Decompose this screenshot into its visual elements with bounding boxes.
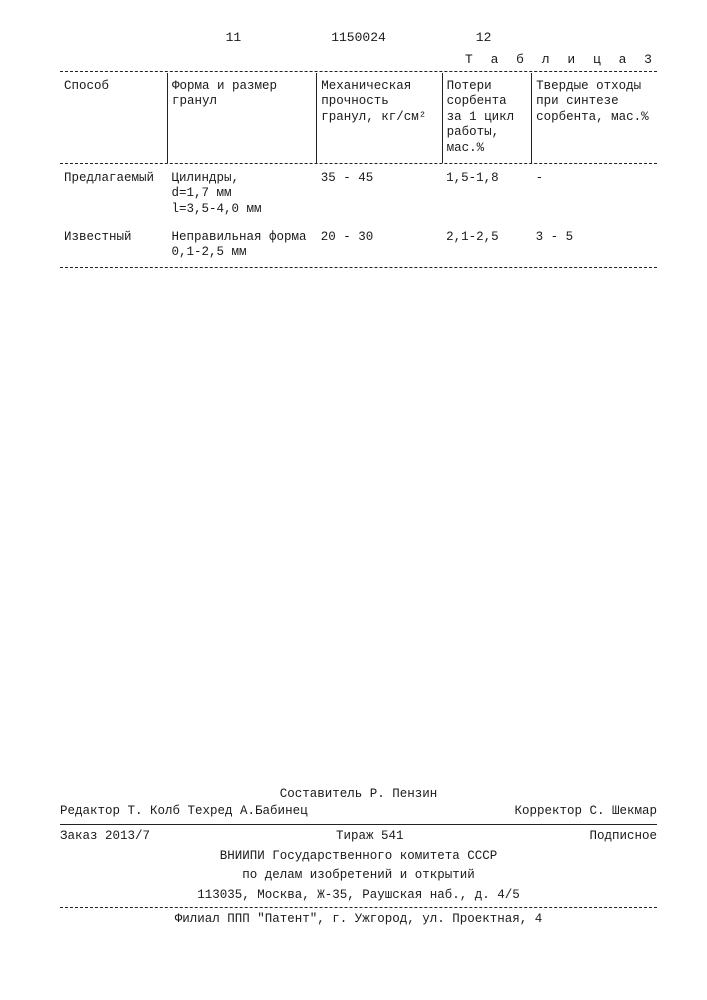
- col-loss: Потери сорбента за 1 цикл работы, мас.%: [442, 73, 532, 163]
- table-cell: 20 - 30: [317, 224, 442, 267]
- table-cell: Цилиндры, d=1,7 мм l=3,5-4,0 мм: [167, 165, 316, 224]
- page-header: 11 1150024 12: [60, 30, 657, 46]
- doc-number: 1150024: [331, 30, 386, 46]
- col-method: Способ: [60, 73, 167, 163]
- org-line2: по делам изобретений и открытий: [60, 866, 657, 886]
- col-shape: Форма и размер гранул: [167, 73, 316, 163]
- col-strength: Механическая прочность гранул, кг/см²: [317, 73, 442, 163]
- page-left-num: 11: [226, 30, 242, 46]
- branch: Филиал ППП "Патент", г. Ужгород, ул. Про…: [60, 910, 657, 930]
- order: Заказ 2013/7: [60, 829, 150, 845]
- footer-block: Составитель Р. Пензин Редактор Т. Колб Т…: [60, 787, 657, 930]
- table-cell: -: [532, 165, 657, 224]
- corrector: Корректор С. Шекмар: [514, 804, 657, 820]
- table-cell: Предлагаемый: [60, 165, 167, 224]
- page-right-num: 12: [476, 30, 492, 46]
- col-waste: Твердые отходы при синтезе сорбента, мас…: [532, 73, 657, 163]
- composer: Составитель Р. Пензин: [60, 787, 657, 803]
- table-cell: 3 - 5: [532, 224, 657, 267]
- comparison-table: Способ Форма и размер гранул Механическа…: [60, 71, 657, 269]
- addr1: 113035, Москва, Ж-35, Раушская наб., д. …: [60, 886, 657, 906]
- table-cell: Неправильная форма 0,1-2,5 мм: [167, 224, 316, 267]
- table-cell: Известный: [60, 224, 167, 267]
- tirazh: Тираж 541: [336, 829, 404, 845]
- table-cell: 35 - 45: [317, 165, 442, 224]
- table-caption: Т а б л и ц а 3: [60, 52, 657, 68]
- editor: Редактор Т. Колб Техред А.Бабинец: [60, 804, 308, 820]
- table-cell: 1,5-1,8: [442, 165, 532, 224]
- table-cell: 2,1-2,5: [442, 224, 532, 267]
- org-line1: ВНИИПИ Государственного комитета СССР: [60, 847, 657, 867]
- subscription: Подписное: [589, 829, 657, 845]
